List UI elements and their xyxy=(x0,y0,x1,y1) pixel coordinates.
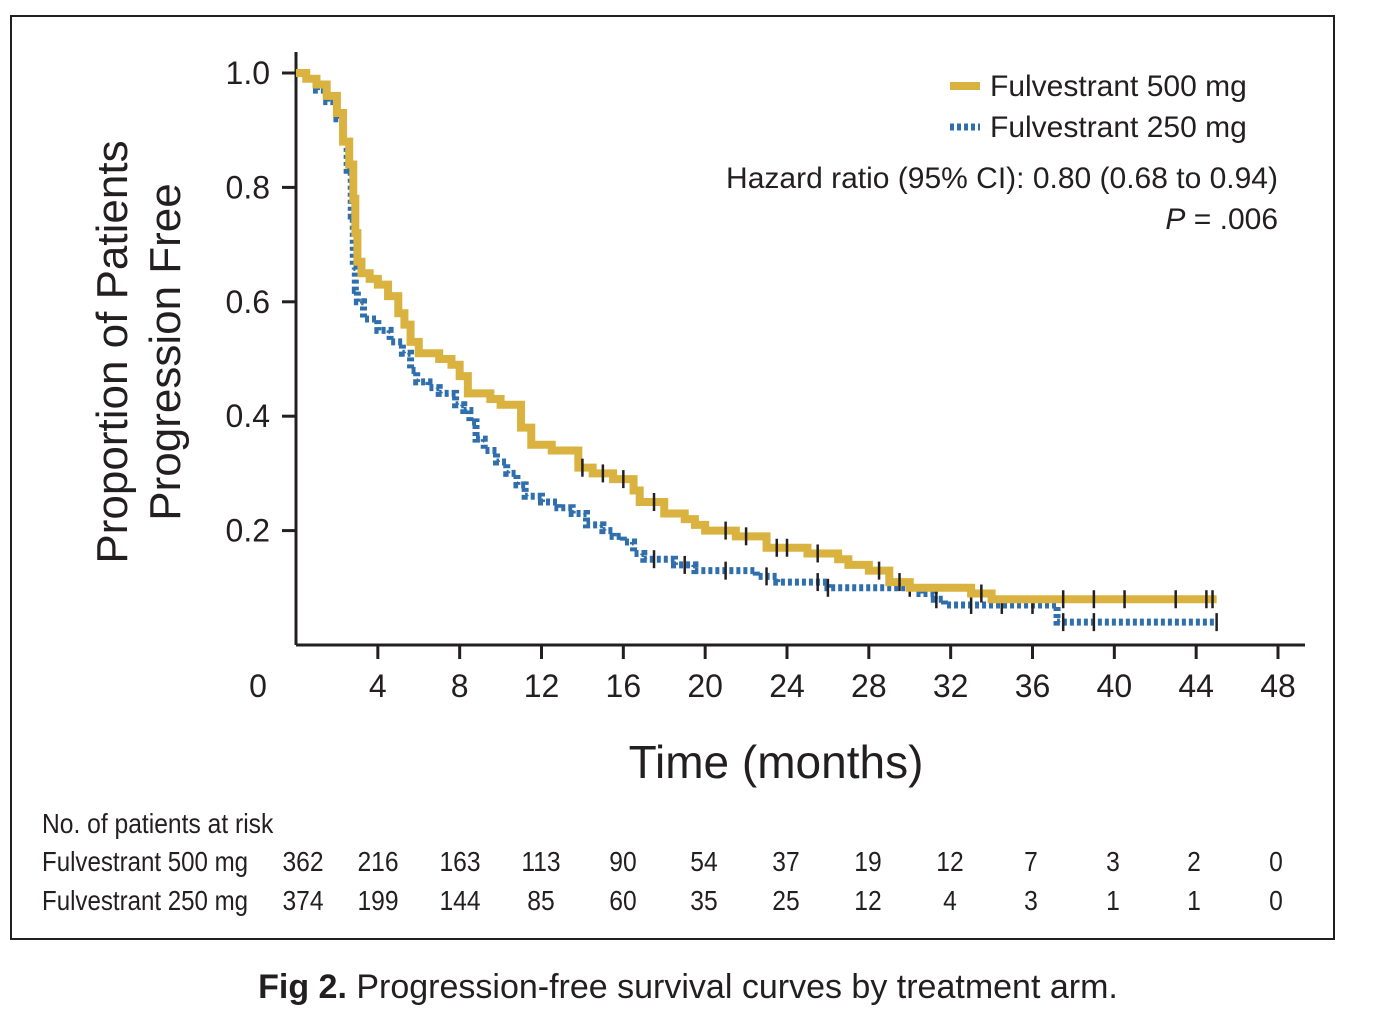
risk-table-title: No. of patients at risk xyxy=(42,808,274,840)
risk-table: No. of patients at risk Fulvestrant 500 m… xyxy=(42,808,1283,917)
risk-value: 216 xyxy=(357,846,398,878)
x-tick-label: 12 xyxy=(524,668,560,704)
x-tick-label: 48 xyxy=(1260,668,1296,704)
y-tick-label: 0.8 xyxy=(226,169,270,205)
survival-curve-500mg xyxy=(296,69,1217,604)
y-axis-label: Proportion of Patients xyxy=(88,140,137,563)
risk-value: 12 xyxy=(936,846,963,878)
x-tick-label: 36 xyxy=(1015,668,1051,704)
risk-value: 1 xyxy=(1106,885,1120,917)
risk-value: 144 xyxy=(439,885,480,917)
risk-value: 3 xyxy=(1024,885,1038,917)
x-tick-label: 0 xyxy=(249,668,267,704)
legend: Fulvestrant 500 mg Fulvestrant 250 mg Haza… xyxy=(726,70,1278,236)
y-tick-label: 0.4 xyxy=(226,398,270,434)
risk-value: 35 xyxy=(690,885,717,917)
risk-value: 1 xyxy=(1187,885,1201,917)
risk-value: 199 xyxy=(357,885,398,917)
axes: 0.20.40.60.81.00 4 8 12 16 20 24 28 32 36 40 44 48Pr… xyxy=(88,52,1305,788)
risk-value: 85 xyxy=(527,885,554,917)
x-tick-label: 32 xyxy=(933,668,969,704)
hazard-ratio-text: Hazard ratio (95% CI): 0.80 (0.68 to 0.9… xyxy=(726,162,1278,195)
legend-label-500mg: Fulvestrant 500 mg xyxy=(990,70,1247,103)
x-tick-label: 16 xyxy=(606,668,642,704)
risk-value: 19 xyxy=(854,846,881,878)
caption-text: Progression-free survival curves by trea… xyxy=(346,968,1118,1006)
risk-value: 37 xyxy=(772,846,799,878)
x-tick-label: 24 xyxy=(769,668,805,704)
y-tick-label: 0.6 xyxy=(226,284,270,320)
x-tick-label: 28 xyxy=(851,668,887,704)
p-value: = .006 xyxy=(1185,203,1278,236)
x-tick-label: 20 xyxy=(687,668,723,704)
figure-caption: Fig 2. Progression-free survival curves … xyxy=(0,968,1376,1007)
risk-value: 25 xyxy=(772,885,799,917)
y-axis-label: Progression Free xyxy=(141,183,190,520)
risk-value: 0 xyxy=(1269,885,1283,917)
x-tick-label: 8 xyxy=(451,668,469,704)
caption-label: Fig 2. xyxy=(258,968,347,1006)
risk-value: 113 xyxy=(521,846,560,878)
risk-value: 12 xyxy=(854,885,881,917)
p-value-text: P = .006 xyxy=(1165,203,1278,236)
figure-frame xyxy=(10,15,1335,940)
risk-value: 2 xyxy=(1187,846,1201,878)
risk-value: 0 xyxy=(1269,846,1283,878)
x-axis-label: Time (months) xyxy=(629,736,924,788)
p-symbol: P xyxy=(1165,203,1185,236)
risk-value: 374 xyxy=(282,885,323,917)
risk-value: 54 xyxy=(690,846,717,878)
risk-value: 7 xyxy=(1024,846,1038,878)
y-tick-label: 1.0 xyxy=(226,55,270,91)
x-tick-label: 4 xyxy=(369,668,387,704)
risk-row-label: Fulvestrant 500 mg xyxy=(42,845,248,877)
risk-value: 60 xyxy=(609,885,636,917)
x-tick-label: 40 xyxy=(1097,668,1133,704)
risk-value: 90 xyxy=(609,846,636,878)
risk-row-label: Fulvestrant 250 mg xyxy=(42,884,248,916)
risk-value: 3 xyxy=(1106,846,1120,878)
curves xyxy=(296,69,1218,632)
legend-label-250mg: Fulvestrant 250 mg xyxy=(990,111,1247,144)
risk-value: 163 xyxy=(439,846,480,878)
risk-value: 4 xyxy=(943,885,957,917)
risk-value: 362 xyxy=(282,846,323,878)
y-tick-label: 0.2 xyxy=(226,513,270,549)
x-tick-label: 44 xyxy=(1178,668,1214,704)
